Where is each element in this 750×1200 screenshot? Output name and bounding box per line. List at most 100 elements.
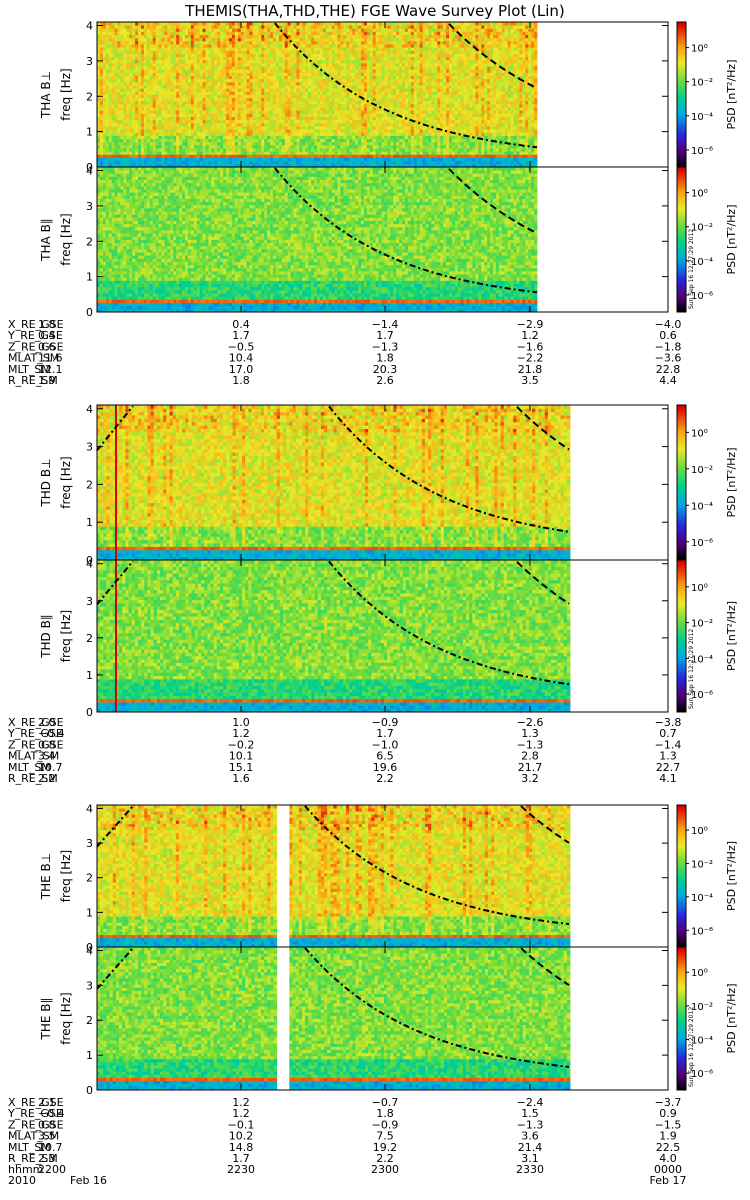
heatmap-cell <box>358 154 361 158</box>
heatmap-cell <box>343 38 346 42</box>
heatmap-cell <box>340 158 343 162</box>
heatmap-cell <box>100 88 103 92</box>
heatmap-cell <box>358 60 361 64</box>
heatmap-cell <box>279 31 282 35</box>
heatmap-cell <box>203 110 206 114</box>
heatmap-cell <box>103 41 106 45</box>
heatmap-cell <box>352 145 355 149</box>
heatmap-cell <box>346 76 349 80</box>
heatmap-cell <box>264 76 267 80</box>
heatmap-cell <box>244 158 247 162</box>
heatmap-cell <box>308 57 311 61</box>
heatmap-cell <box>194 38 197 42</box>
heatmap-cell <box>153 76 156 80</box>
heatmap-cell <box>358 31 361 35</box>
heatmap-cell <box>261 28 264 32</box>
heatmap-cell <box>223 91 226 95</box>
heatmap-cell <box>182 72 185 76</box>
heatmap-cell <box>308 88 311 92</box>
heatmap-cell <box>370 25 373 29</box>
heatmap-cell <box>332 158 335 162</box>
heatmap-cell <box>200 88 203 92</box>
heatmap-cell <box>229 129 232 133</box>
heatmap-cell <box>112 145 115 149</box>
heatmap-cell <box>159 95 162 99</box>
heatmap-cell <box>270 104 273 108</box>
heatmap-cell <box>261 38 264 42</box>
heatmap-cell <box>311 113 314 117</box>
heatmap-cell <box>282 154 285 158</box>
heatmap-cell <box>123 35 126 39</box>
heatmap-cell <box>267 123 270 127</box>
heatmap-cell <box>329 31 332 35</box>
heatmap-cell <box>106 22 109 26</box>
heatmap-cell <box>229 44 232 48</box>
heatmap-cell <box>129 31 132 35</box>
heatmap-cell <box>188 60 191 64</box>
heatmap-cell <box>264 154 267 158</box>
heatmap-cell <box>150 82 153 86</box>
heatmap-cell <box>235 161 238 165</box>
heatmap-cell <box>305 129 308 133</box>
heatmap-cell <box>191 113 194 117</box>
heatmap-cell <box>217 135 220 139</box>
heatmap-cell <box>361 57 364 61</box>
heatmap-cell <box>147 104 150 108</box>
heatmap-cell <box>264 88 267 92</box>
heatmap-cell <box>247 120 250 124</box>
heatmap-cell <box>326 57 329 61</box>
heatmap-cell <box>150 25 153 29</box>
heatmap-cell <box>235 63 238 67</box>
heatmap-cell <box>229 123 232 127</box>
heatmap-cell <box>311 25 314 29</box>
heatmap-cell <box>118 76 121 80</box>
heatmap-cell <box>320 139 323 143</box>
heatmap-cell <box>188 151 191 155</box>
heatmap-cell <box>346 38 349 42</box>
heatmap-cell <box>191 54 194 58</box>
heatmap-cell <box>382 25 385 29</box>
heatmap-cell <box>194 44 197 48</box>
heatmap-cell <box>343 123 346 127</box>
heatmap-cell <box>373 148 376 152</box>
heatmap-cell <box>279 135 282 139</box>
heatmap-cell <box>115 117 118 121</box>
heatmap-cell <box>232 25 235 29</box>
heatmap-cell <box>147 22 150 26</box>
heatmap-cell <box>352 85 355 89</box>
heatmap-cell <box>232 44 235 48</box>
heatmap-cell <box>244 76 247 80</box>
heatmap-cell <box>279 85 282 89</box>
heatmap-cell <box>214 38 217 42</box>
heatmap-cell <box>317 41 320 45</box>
heatmap-cell <box>106 50 109 54</box>
heatmap-cell <box>182 101 185 105</box>
heatmap-cell <box>226 161 229 165</box>
heatmap-cell <box>370 135 373 139</box>
heatmap-cell <box>223 54 226 58</box>
heatmap-cell <box>118 47 121 51</box>
heatmap-cell <box>226 85 229 89</box>
heatmap-cell <box>296 117 299 121</box>
heatmap-cell <box>335 72 338 76</box>
heatmap-cell <box>138 72 141 76</box>
heatmap-cell <box>252 76 255 80</box>
heatmap-cell <box>220 66 223 70</box>
heatmap-cell <box>329 47 332 51</box>
heatmap-cell <box>103 126 106 130</box>
heatmap-cell <box>109 120 112 124</box>
heatmap-cell <box>135 161 138 165</box>
heatmap-cell <box>261 161 264 165</box>
heatmap-cell <box>235 151 238 155</box>
heatmap-cell <box>138 60 141 64</box>
heatmap-cell <box>129 41 132 45</box>
heatmap-cell <box>100 35 103 39</box>
heatmap-cell <box>135 151 138 155</box>
heatmap-cell <box>270 113 273 117</box>
heatmap-cell <box>370 35 373 39</box>
heatmap-cell <box>132 107 135 111</box>
heatmap-cell <box>332 41 335 45</box>
heatmap-cell <box>118 31 121 35</box>
heatmap-cell <box>185 54 188 58</box>
heatmap-cell <box>352 126 355 130</box>
